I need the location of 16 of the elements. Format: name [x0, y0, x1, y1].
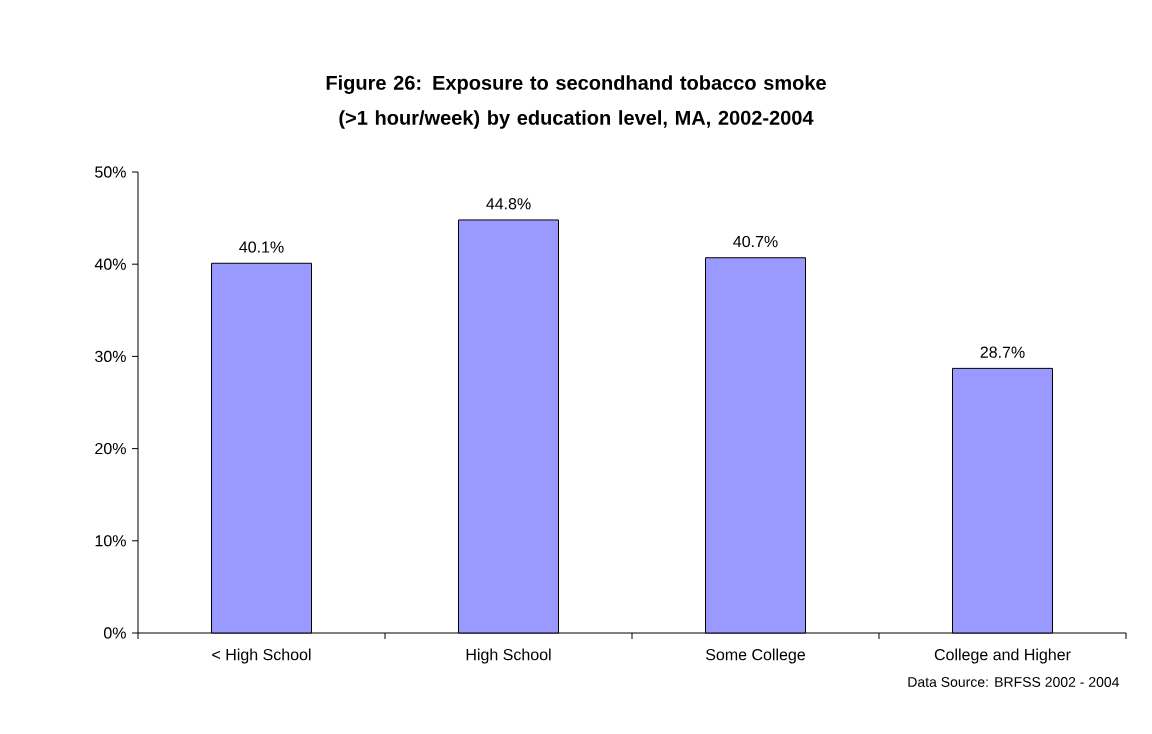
- data-label: 40.7%: [733, 235, 778, 248]
- y-tick-label: 50%: [95, 166, 126, 178]
- data-label: 40.1%: [239, 241, 284, 253]
- y-tick-label: 0%: [103, 627, 126, 639]
- source-note: Data Source: BRFSS 2002 - 2004: [908, 677, 1120, 687]
- x-tick-label: Some College: [705, 648, 806, 664]
- y-tick-label: 30%: [95, 350, 126, 363]
- chart-title: Figure 26: Exposure to secondhand tobacco smoke (>1 hour/week) by education level, MA, 2002-2004: [326, 75, 826, 129]
- data-label: 28.7%: [980, 346, 1025, 358]
- x-tick-label: < High School: [212, 648, 311, 664]
- x-tick-label: College and Higher: [934, 648, 1071, 664]
- x-tick-label: High School: [466, 648, 551, 664]
- y-tick-label: 20%: [95, 442, 126, 455]
- y-tick-label: 40%: [94, 258, 126, 270]
- y-tick-label: 10%: [95, 535, 126, 547]
- data-label: 44.8%: [486, 198, 531, 210]
